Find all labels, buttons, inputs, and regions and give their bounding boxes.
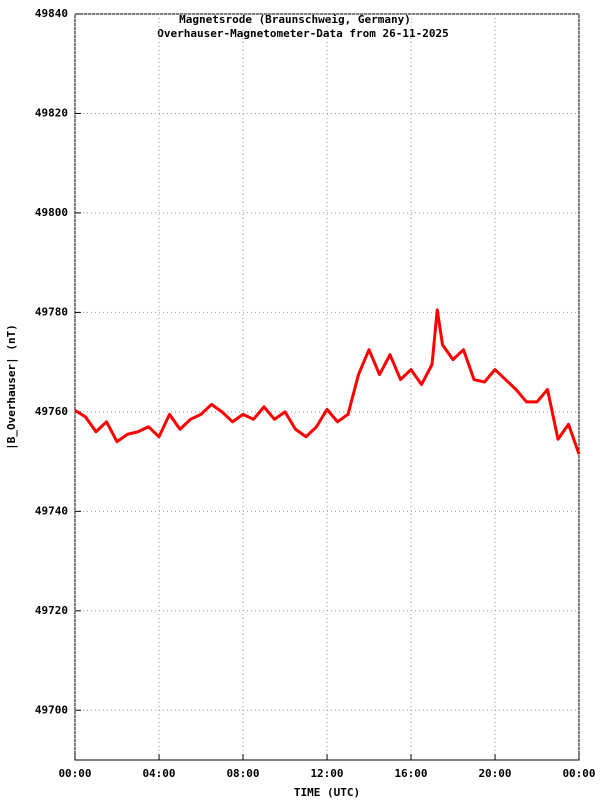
y-tick-label: 49800 <box>35 206 68 219</box>
chart-subtitle: Overhauser-Magnetometer-Data from 26-11-… <box>157 27 448 40</box>
chart-title: Magnetsrode (Braunschweig, Germany) <box>179 13 411 26</box>
x-tick-label: 00:00 <box>562 767 595 780</box>
x-tick-label: 04:00 <box>142 767 175 780</box>
y-tick-label: 49720 <box>35 604 68 617</box>
y-tick-label: 49700 <box>35 703 68 716</box>
x-tick-label: 12:00 <box>310 767 343 780</box>
x-tick-label: 20:00 <box>478 767 511 780</box>
x-tick-label: 08:00 <box>226 767 259 780</box>
y-tick-label: 49780 <box>35 305 68 318</box>
data-line <box>74 308 581 455</box>
y-tick-label: 49740 <box>35 504 68 517</box>
x-axis-label: TIME (UTC) <box>294 786 360 799</box>
y-tick-label: 49820 <box>35 106 68 119</box>
y-tick-label: 49760 <box>35 405 68 418</box>
y-tick-label: 49840 <box>35 7 68 20</box>
x-tick-label: 00:00 <box>58 767 91 780</box>
x-tick-label: 16:00 <box>394 767 427 780</box>
y-axis-label: |B_Overhauser| (nT) <box>5 324 18 450</box>
